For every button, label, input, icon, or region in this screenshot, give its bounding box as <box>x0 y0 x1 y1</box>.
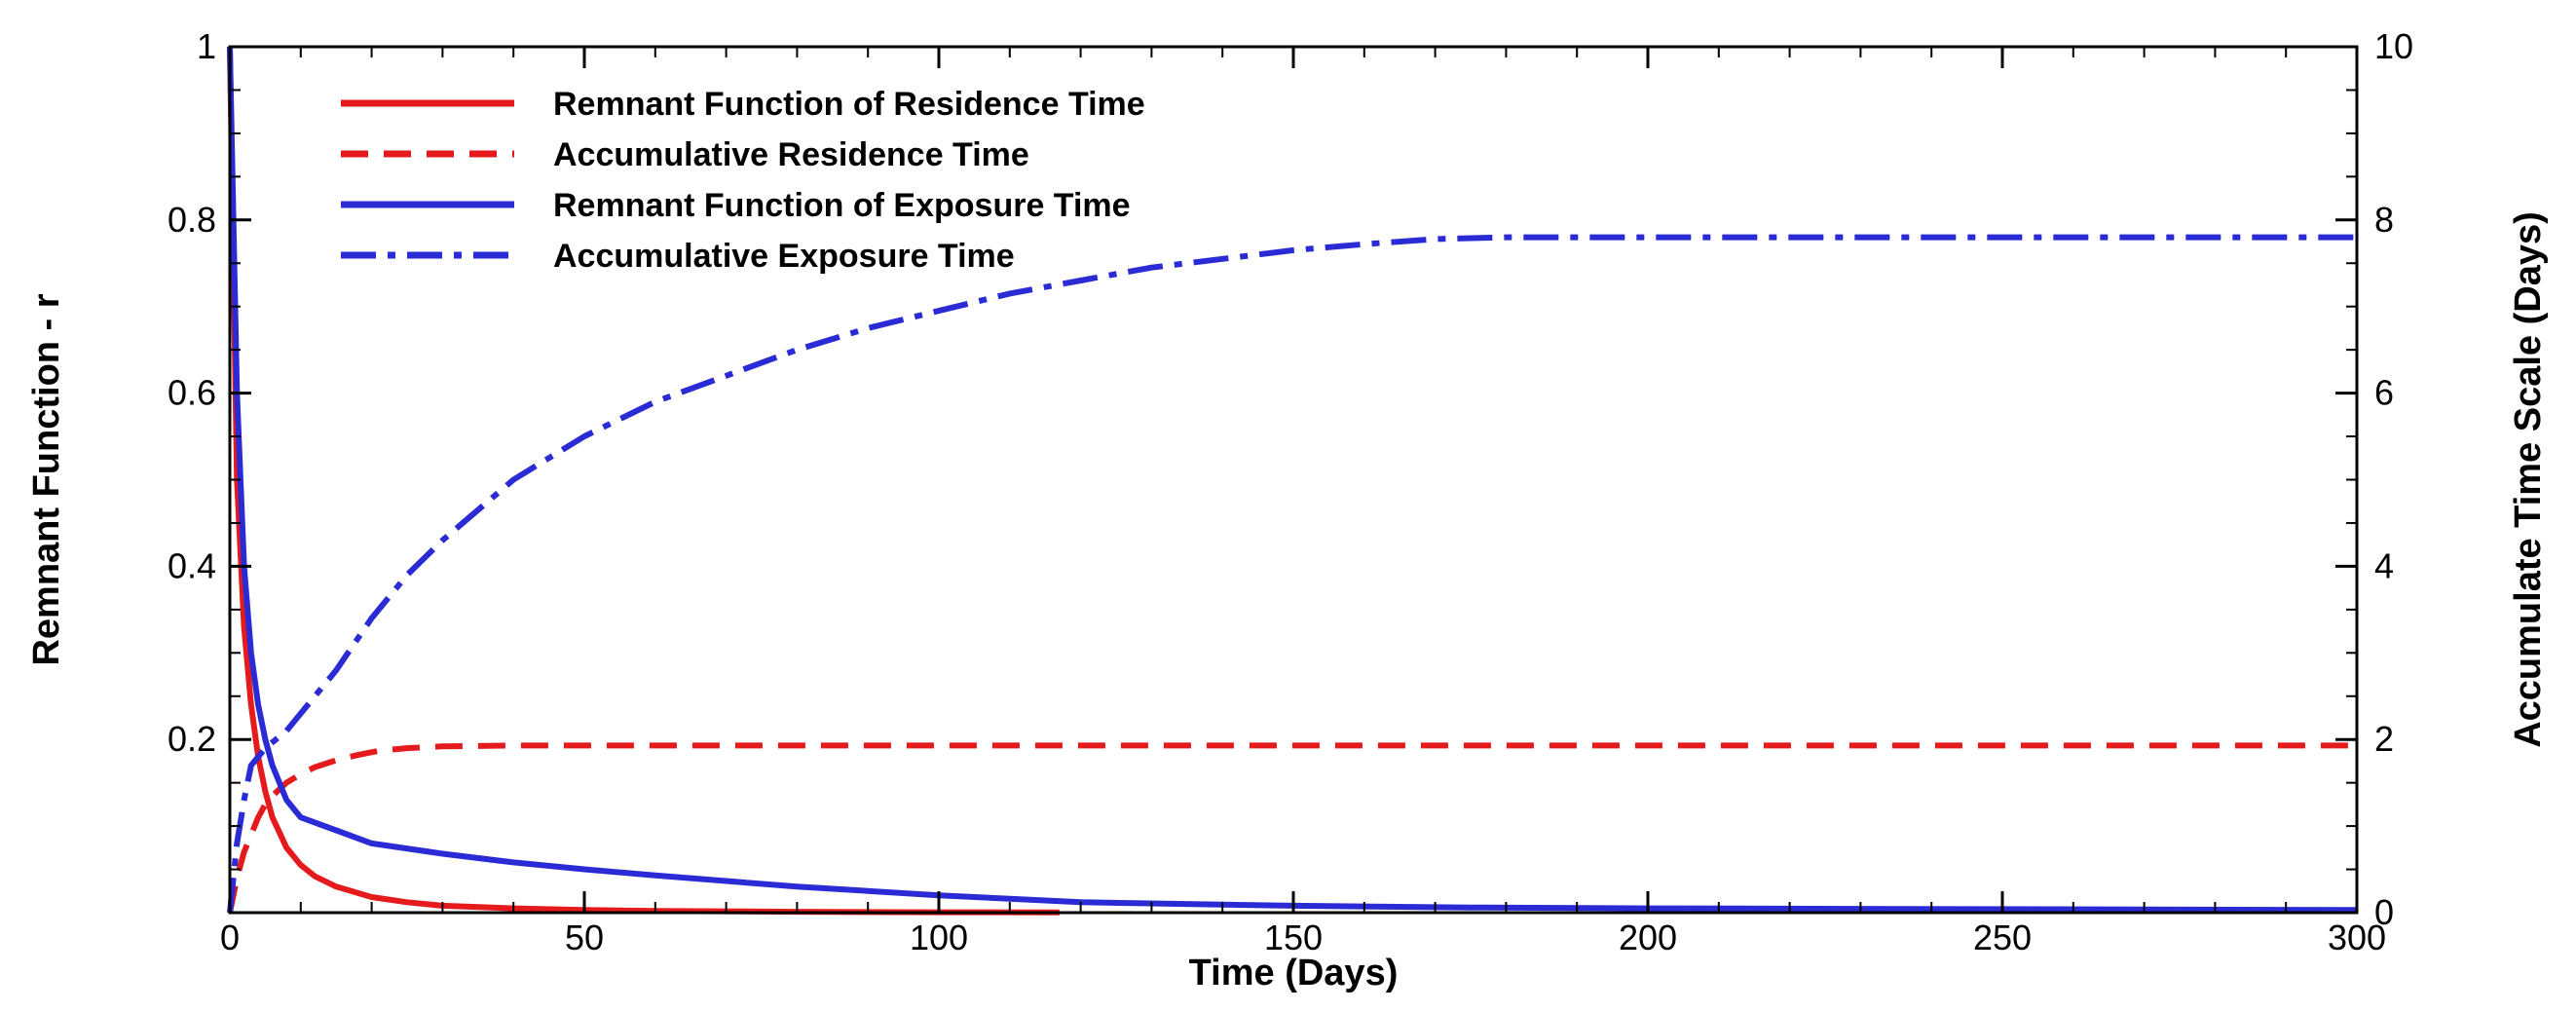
y-left-tick-label: 0.2 <box>168 719 216 759</box>
legend-label-1: Remnant Function of Residence Time <box>553 86 1145 123</box>
series-line-3 <box>227 46 2358 914</box>
y-left-tick-label: 0.4 <box>168 545 216 585</box>
series-line-2 <box>227 742 2357 914</box>
x-tick-label-150: 150 <box>1264 918 1323 957</box>
y-right-tick-label: 10 <box>2374 26 2413 66</box>
y-right-tick-label: 6 <box>2374 373 2394 413</box>
legend: Remnant Function of Residence Time Accumu… <box>341 86 1145 275</box>
x-tick-label-250: 250 <box>1973 918 2032 957</box>
x-axis-label: Time (Days) <box>1189 953 1399 993</box>
y-right-tick-label: 0 <box>2374 892 2394 932</box>
y-right-tick-label: 8 <box>2374 200 2394 240</box>
x-tick-label-50: 50 <box>565 918 604 957</box>
y-right-tick-label: 4 <box>2374 545 2394 585</box>
y-axis-label-right: Accumulate Time Scale (Days) <box>2508 211 2549 748</box>
legend-label-3: Remnant Function of Exposure Time <box>553 187 1131 224</box>
series-line-1 <box>227 46 1060 916</box>
x-tick-label-300: 300 <box>2328 918 2386 957</box>
series-layer <box>227 46 2358 916</box>
x-tick-label-200: 200 <box>1619 918 1677 957</box>
y-left-tick-label: 0.6 <box>168 373 216 413</box>
legend-label-4: Accumulative Exposure Time <box>553 238 1015 275</box>
legend-label-2: Accumulative Residence Time <box>553 136 1029 173</box>
series-line-4 <box>227 234 2357 914</box>
x-tick-label-0: 0 <box>220 918 240 957</box>
y-left-tick-label: 1 <box>197 26 216 66</box>
y-left-tick-label: 0.8 <box>168 200 216 240</box>
y-right-tick-label: 2 <box>2374 719 2394 759</box>
x-tick-label-100: 100 <box>910 918 968 957</box>
y-axis-label-left: Remnant Function - r <box>26 293 67 665</box>
